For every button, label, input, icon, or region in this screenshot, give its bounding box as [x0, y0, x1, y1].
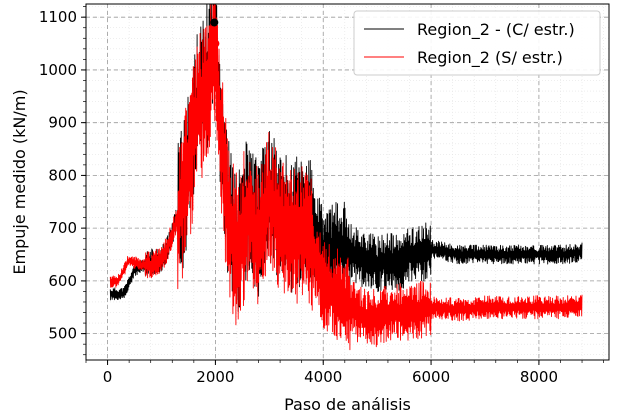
series-line-1	[109, 4, 583, 351]
x-tick-label: 4000	[304, 368, 342, 386]
x-tick-label: 2000	[196, 368, 234, 386]
peak-marker-0	[210, 18, 219, 27]
legend-box	[353, 10, 601, 76]
y-tick-label: 1100	[39, 8, 77, 26]
y-tick-label: 1000	[39, 61, 77, 79]
x-tick-label: 0	[103, 368, 113, 386]
y-tick-label: 700	[48, 219, 77, 237]
y-tick-label: 600	[48, 272, 77, 290]
tick-labels: 0 2000 4000 6000 8000 500 600 700 800 900 1000 1100	[39, 8, 558, 386]
plot-area	[109, 4, 583, 351]
series-layer	[109, 4, 583, 351]
axis-ticks	[81, 6, 604, 365]
legend-label-c-estr: Region_2 - (C/ estr.)	[417, 20, 575, 40]
y-tick-label: 800	[48, 166, 77, 184]
plot-frame	[85, 3, 610, 361]
y-tick-label: 900	[48, 114, 77, 132]
peak-markers	[210, 18, 220, 48]
x-axis-label: Paso de análisis	[284, 395, 411, 414]
legend: Region_2 - (C/ estr.) Region_2 (S/ estr.…	[353, 10, 601, 76]
peak-marker-1	[211, 39, 220, 48]
y-axis-label: Empuje medido (kN/m)	[10, 89, 29, 274]
legend-label-s-estr: Region_2 (S/ estr.)	[417, 48, 563, 68]
x-tick-label: 8000	[520, 368, 558, 386]
y-tick-label: 500	[48, 325, 77, 343]
x-tick-label: 6000	[412, 368, 450, 386]
